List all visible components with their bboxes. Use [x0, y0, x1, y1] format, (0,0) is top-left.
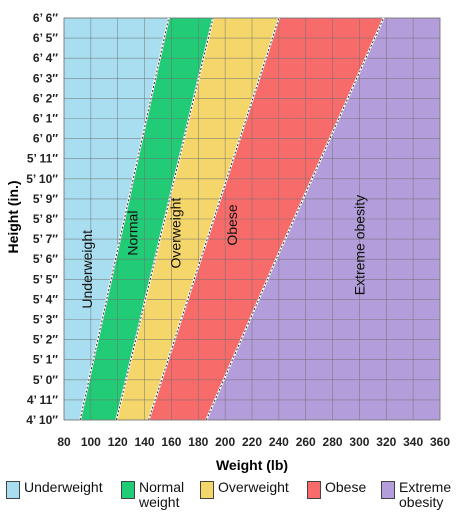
tick-layer: 80 100 120 140 160 180 200 220 240 260 280 300 320 34…	[26, 11, 450, 449]
zone-label-layer: Underweight Normal Overweight Obese Extreme …	[79, 195, 368, 309]
x-axis-title: Weight (lb)	[216, 457, 288, 473]
legend-swatch	[121, 481, 135, 499]
y-tick-label: 5’ 8″	[33, 212, 58, 226]
zone-label-overweight: Overweight	[168, 198, 184, 269]
zone-label-normal: Normal	[125, 211, 141, 256]
y-axis-title: Height (in.)	[5, 180, 21, 253]
y-tick-label: 5’ 11″	[27, 152, 58, 166]
y-tick-label: 6’ 1″	[33, 112, 58, 126]
boundary-line-dash	[115, 17, 214, 421]
legend-item-obese: Obese	[307, 480, 366, 499]
y-tick-label: 5’ 6″	[33, 252, 58, 266]
zone-label-obese: Obese	[224, 204, 240, 245]
zone-label-underweight: Underweight	[79, 230, 95, 309]
y-tick-label: 6’ 2″	[33, 91, 58, 105]
legend-swatch	[6, 481, 20, 499]
x-tick-label: 140	[135, 435, 155, 449]
zone-label-extreme-obesity: Extreme obesity	[352, 195, 368, 295]
legend-swatch	[381, 481, 395, 499]
y-tick-label: 6’ 0″	[33, 132, 58, 146]
legend-label: Extreme obesity	[399, 480, 451, 510]
legend-label-line1: Overweight	[218, 479, 289, 495]
legend-label-line1: Underweight	[24, 479, 103, 495]
x-tick-label: 320	[376, 435, 396, 449]
boundary-layer	[79, 17, 385, 421]
y-tick-label: 5’ 2″	[33, 333, 58, 347]
y-tick-label: 6’ 3″	[33, 71, 58, 85]
x-tick-label: 120	[108, 435, 128, 449]
y-tick-label: 5’ 7″	[33, 232, 58, 246]
plot-frame	[63, 17, 441, 421]
x-tick-label: 80	[57, 435, 71, 449]
x-tick-label: 300	[349, 435, 369, 449]
boundary-line	[205, 17, 385, 421]
x-tick-label: 260	[296, 435, 316, 449]
y-tick-label: 6’ 5″	[33, 31, 58, 45]
x-tick-label: 160	[161, 435, 181, 449]
legend-label-line1: Normal	[139, 479, 185, 495]
legend-label-line1: Obese	[325, 479, 367, 495]
legend-item-underweight: Underweight	[6, 480, 103, 499]
y-tick-label: 5’ 1″	[33, 353, 58, 367]
legend-label: Underweight	[24, 480, 103, 495]
grid-layer	[63, 17, 441, 421]
legend-swatch	[200, 481, 214, 499]
boundary-line-dash	[148, 17, 280, 421]
y-tick-label: 4’ 10″	[26, 413, 58, 427]
legend-item-overweight: Overweight	[200, 480, 289, 499]
y-tick-label: 6’ 4″	[33, 51, 58, 65]
legend-item-extreme-obesity: Extreme obesity	[381, 480, 451, 510]
x-tick-label: 200	[215, 435, 235, 449]
legend-label-line2: weight	[139, 494, 180, 510]
legend-label-line1: Extreme	[399, 479, 452, 495]
legend-label: Obese	[325, 480, 366, 495]
x-tick-label: 220	[242, 435, 262, 449]
y-tick-label: 4’ 11″	[27, 393, 58, 407]
y-tick-label: 5’ 0″	[33, 373, 58, 387]
legend-label: Overweight	[218, 480, 289, 495]
x-tick-label: 360	[430, 435, 450, 449]
y-tick-label: 5’ 3″	[33, 313, 58, 327]
legend-label: Normal weight	[139, 480, 184, 510]
y-tick-label: 6’ 6″	[33, 11, 58, 25]
x-tick-label: 280	[323, 435, 343, 449]
legend-swatch	[307, 481, 321, 499]
y-tick-label: 5’ 4″	[33, 292, 58, 306]
x-tick-label: 240	[269, 435, 289, 449]
x-tick-label: 180	[188, 435, 208, 449]
x-tick-label: 100	[81, 435, 101, 449]
boundary-line-dash	[79, 17, 170, 421]
y-tick-label: 5’ 9″	[33, 192, 58, 206]
legend-item-normal-weight: Normal weight	[121, 480, 184, 510]
x-tick-label: 340	[403, 435, 423, 449]
y-tick-label: 5’ 5″	[33, 272, 58, 286]
y-tick-label: 5’ 10″	[26, 172, 58, 186]
legend-label-line2: obesity	[399, 494, 444, 510]
